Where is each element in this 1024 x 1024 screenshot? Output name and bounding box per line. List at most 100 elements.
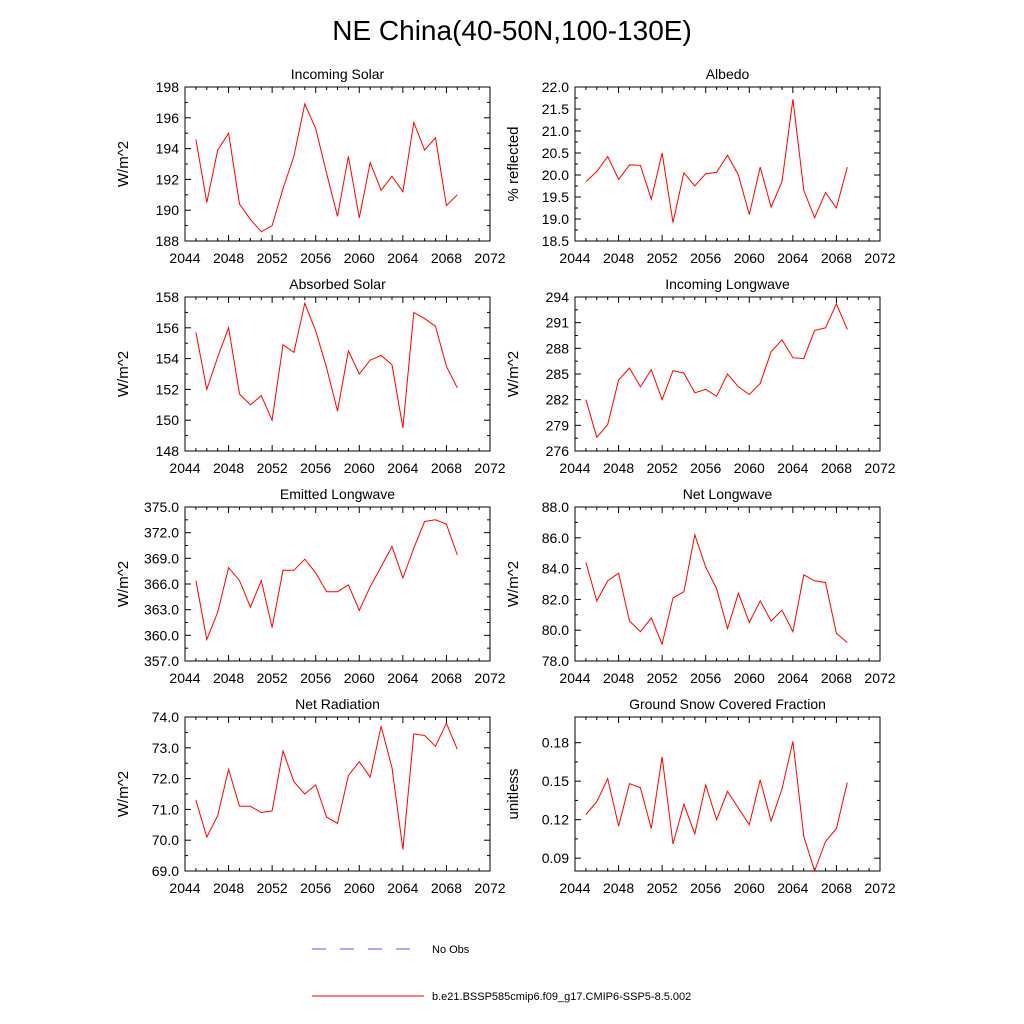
- panel-8: Ground Snow Covered Fraction unitless 2044…: [505, 696, 896, 896]
- panel-6: Net Longwave W/m^2 2044 2048 2052 2056 2060 206…: [505, 486, 896, 686]
- y-tick-label: 19.5: [542, 189, 569, 205]
- x-tick-label: 2056: [300, 460, 331, 476]
- x-tick-label: 2060: [734, 460, 765, 476]
- y-tick-label: 357.0: [144, 653, 179, 669]
- y-axis-label: unitless: [505, 769, 522, 820]
- series-line: [195, 721, 458, 850]
- y-tick-label: 69.0: [152, 863, 179, 879]
- x-tick-label: 2044: [169, 460, 200, 476]
- x-tick-label: 2048: [213, 670, 244, 686]
- y-tick-label: 282: [546, 392, 570, 408]
- panel-title: Absorbed Solar: [289, 276, 386, 292]
- x-tick-label: 2048: [213, 250, 244, 266]
- x-tick-label: 2048: [603, 670, 634, 686]
- y-tick-label: 360.0: [144, 627, 179, 643]
- y-tick-label: 20.0: [542, 167, 569, 183]
- panel-3: Absorbed Solar W/m^2 2044 2048 2052 2056 2060 2…: [115, 276, 506, 476]
- y-tick-label: 158: [156, 289, 180, 305]
- y-tick-label: 19.0: [542, 211, 569, 227]
- x-tick-label: 2060: [344, 880, 375, 896]
- y-tick-label: 20.5: [542, 145, 569, 161]
- y-tick-label: 21.5: [542, 101, 569, 117]
- y-axis-label: W/m^2: [115, 561, 132, 607]
- y-tick-label: 0.12: [542, 812, 569, 828]
- y-tick-label: 82.0: [542, 591, 569, 607]
- y-tick-label: 188: [156, 233, 180, 249]
- figure-title: NE China(40-50N,100-130E): [332, 15, 692, 46]
- y-axis-label: W/m^2: [115, 141, 132, 187]
- y-tick-label: 86.0: [542, 530, 569, 546]
- panel-title: Emitted Longwave: [280, 486, 395, 502]
- x-tick-label: 2068: [821, 250, 852, 266]
- x-tick-label: 2060: [734, 250, 765, 266]
- panel-title: Ground Snow Covered Fraction: [629, 696, 826, 712]
- x-tick-label: 2064: [777, 250, 808, 266]
- y-tick-label: 0.18: [542, 735, 569, 751]
- x-tick-label: 2044: [169, 670, 200, 686]
- legend: No Obs b.e21.BSSP585cmip6.f09_g17.CMIP6-…: [312, 944, 691, 1003]
- series-line: [585, 532, 848, 646]
- series-line: [195, 301, 458, 428]
- y-tick-label: 375.0: [144, 499, 179, 515]
- x-tick-label: 2044: [559, 670, 590, 686]
- x-tick-label: 2072: [864, 460, 895, 476]
- plot-frame: [184, 506, 491, 662]
- x-tick-label: 2052: [257, 460, 288, 476]
- x-tick-label: 2064: [387, 460, 418, 476]
- y-tick-label: 369.0: [144, 550, 179, 566]
- y-tick-label: 279: [546, 417, 570, 433]
- y-tick-label: 71.0: [152, 801, 179, 817]
- panel-title: Albedo: [706, 66, 750, 82]
- x-tick-label: 2044: [169, 880, 200, 896]
- x-tick-label: 2072: [474, 460, 505, 476]
- x-tick-label: 2060: [344, 460, 375, 476]
- x-tick-label: 2056: [690, 250, 721, 266]
- panel-7: Net Radiation W/m^2 2044 2048 2052 2056 2060 20…: [115, 696, 506, 896]
- x-tick-label: 2056: [690, 670, 721, 686]
- x-tick-label: 2056: [690, 880, 721, 896]
- panel-1: Incoming Solar W/m^2 2044 2048 2052 2056 2060 2…: [115, 66, 506, 266]
- x-tick-label: 2072: [474, 880, 505, 896]
- x-tick-label: 2072: [864, 880, 895, 896]
- x-tick-label: 2072: [474, 670, 505, 686]
- x-tick-label: 2044: [559, 880, 590, 896]
- panel-title: Net Longwave: [683, 486, 773, 502]
- plot-frame: [184, 716, 491, 872]
- x-tick-label: 2048: [213, 460, 244, 476]
- series-line: [195, 102, 458, 233]
- x-tick-label: 2052: [647, 250, 678, 266]
- y-tick-label: 0.09: [542, 850, 569, 866]
- x-tick-label: 2060: [734, 670, 765, 686]
- x-tick-label: 2064: [387, 250, 418, 266]
- x-tick-label: 2064: [387, 670, 418, 686]
- x-tick-label: 2068: [431, 880, 462, 896]
- y-axis-label: W/m^2: [505, 351, 522, 397]
- x-tick-label: 2048: [603, 460, 634, 476]
- panel-5: Emitted Longwave W/m^2 2044 2048 2052 2056 206…: [115, 486, 506, 686]
- y-tick-label: 70.0: [152, 832, 179, 848]
- y-tick-label: 80.0: [542, 622, 569, 638]
- x-tick-label: 2052: [257, 670, 288, 686]
- y-tick-label: 154: [156, 351, 180, 367]
- series-line: [585, 99, 848, 223]
- x-tick-label: 2048: [603, 880, 634, 896]
- panel-4: Incoming Longwave W/m^2 2044 2048 2052 2056 20…: [505, 276, 896, 476]
- panel-title: Incoming Longwave: [665, 276, 790, 292]
- x-tick-label: 2052: [257, 880, 288, 896]
- x-tick-label: 2044: [169, 250, 200, 266]
- y-tick-label: 198: [156, 79, 180, 95]
- y-tick-label: 22.0: [542, 79, 569, 95]
- x-tick-label: 2068: [431, 460, 462, 476]
- x-tick-label: 2048: [213, 880, 244, 896]
- x-tick-label: 2068: [431, 250, 462, 266]
- y-tick-label: 366.0: [144, 576, 179, 592]
- y-tick-label: 72.0: [152, 771, 179, 787]
- plot-frame: [574, 86, 881, 242]
- x-tick-label: 2072: [474, 250, 505, 266]
- legend-model-label: b.e21.BSSP585cmip6.f09_g17.CMIP6-SSP5-8.…: [432, 991, 691, 1003]
- y-tick-label: 294: [546, 289, 570, 305]
- x-tick-label: 2064: [777, 460, 808, 476]
- y-tick-label: 156: [156, 320, 180, 336]
- y-axis-label: W/m^2: [115, 771, 132, 817]
